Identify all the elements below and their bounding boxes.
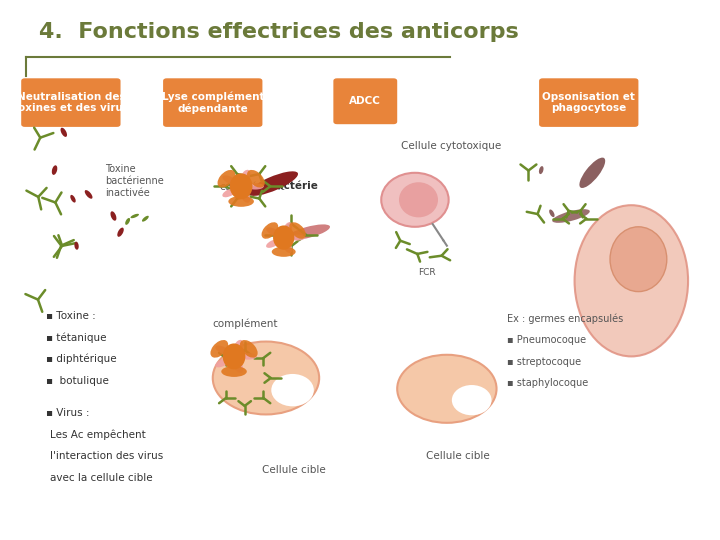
FancyBboxPatch shape: [539, 78, 639, 127]
Ellipse shape: [60, 127, 67, 137]
Ellipse shape: [74, 242, 78, 249]
Text: complément: complément: [212, 319, 278, 329]
Text: Cellule cible: Cellule cible: [263, 465, 326, 475]
Text: Ex : germes encapsulés: Ex : germes encapsulés: [507, 313, 624, 324]
Ellipse shape: [240, 190, 251, 203]
Ellipse shape: [222, 176, 237, 185]
Text: avec la cellule cible: avec la cellule cible: [50, 473, 152, 483]
FancyBboxPatch shape: [21, 78, 120, 127]
Text: ▪ staphylocoque: ▪ staphylocoque: [507, 379, 588, 388]
Ellipse shape: [283, 241, 292, 253]
Ellipse shape: [289, 222, 306, 239]
Text: Cellule cytotoxique: Cellule cytotoxique: [401, 141, 501, 151]
Text: ▪ diphtérique: ▪ diphtérique: [46, 354, 117, 364]
Text: Neutralisation des
toxines et des virus: Neutralisation des toxines et des virus: [13, 92, 129, 113]
Text: l'interaction des virus: l'interaction des virus: [50, 451, 163, 461]
Ellipse shape: [222, 188, 237, 197]
Ellipse shape: [230, 173, 253, 199]
Ellipse shape: [287, 225, 330, 240]
Text: ▪ Pneumocoque: ▪ Pneumocoque: [507, 335, 586, 345]
Ellipse shape: [240, 170, 251, 183]
Ellipse shape: [215, 346, 230, 355]
Ellipse shape: [382, 173, 449, 227]
Ellipse shape: [283, 222, 292, 234]
Text: ADCC: ADCC: [349, 96, 381, 106]
Ellipse shape: [52, 165, 58, 175]
Ellipse shape: [85, 190, 92, 199]
Text: Toxine
bactérienne
inactivée: Toxine bactérienne inactivée: [105, 164, 164, 198]
Ellipse shape: [212, 341, 319, 415]
Ellipse shape: [233, 340, 243, 353]
Text: ▪ tétanique: ▪ tétanique: [46, 332, 107, 343]
Text: ▪ streptocoque: ▪ streptocoque: [507, 357, 581, 367]
Ellipse shape: [240, 340, 258, 357]
Ellipse shape: [397, 355, 497, 423]
Ellipse shape: [575, 205, 688, 356]
Text: ▪  botulique: ▪ botulique: [46, 376, 109, 386]
FancyBboxPatch shape: [163, 78, 262, 127]
Ellipse shape: [549, 210, 554, 217]
Ellipse shape: [273, 226, 294, 249]
Ellipse shape: [552, 209, 590, 223]
Ellipse shape: [266, 227, 280, 236]
Ellipse shape: [247, 170, 265, 187]
Text: ▪ Toxine :: ▪ Toxine :: [46, 311, 96, 321]
Ellipse shape: [233, 360, 243, 373]
Text: complément: complément: [220, 181, 285, 192]
Ellipse shape: [271, 374, 314, 406]
Text: 4.  Fonctions effectrices des anticorps: 4. Fonctions effectrices des anticorps: [39, 22, 518, 42]
Ellipse shape: [289, 234, 305, 241]
Text: Cellule cible: Cellule cible: [426, 451, 490, 461]
Ellipse shape: [71, 195, 76, 202]
Ellipse shape: [240, 353, 257, 360]
Ellipse shape: [221, 366, 247, 377]
Ellipse shape: [228, 196, 254, 207]
Ellipse shape: [261, 222, 278, 239]
Ellipse shape: [222, 343, 246, 369]
Ellipse shape: [142, 216, 149, 221]
FancyBboxPatch shape: [333, 78, 397, 124]
Text: ▪ Virus :: ▪ Virus :: [46, 408, 89, 418]
Text: FCR: FCR: [418, 268, 436, 277]
Ellipse shape: [117, 227, 124, 237]
Ellipse shape: [217, 170, 235, 187]
Ellipse shape: [110, 211, 117, 221]
Ellipse shape: [399, 183, 438, 217]
Text: Opsonisation et
phagocytose: Opsonisation et phagocytose: [542, 92, 635, 113]
Text: Les Ac empêchent: Les Ac empêchent: [50, 429, 145, 440]
Ellipse shape: [130, 214, 139, 218]
Ellipse shape: [125, 218, 130, 225]
Ellipse shape: [610, 227, 667, 292]
Text: bactérie: bactérie: [269, 181, 318, 191]
Ellipse shape: [247, 183, 264, 190]
Ellipse shape: [580, 158, 606, 188]
Ellipse shape: [539, 166, 544, 174]
Ellipse shape: [248, 171, 298, 196]
Ellipse shape: [266, 239, 280, 248]
Text: Lyse complément
dépendante: Lyse complément dépendante: [161, 91, 264, 114]
Ellipse shape: [271, 247, 296, 257]
Ellipse shape: [215, 358, 230, 367]
Ellipse shape: [452, 385, 492, 415]
Ellipse shape: [210, 340, 228, 357]
